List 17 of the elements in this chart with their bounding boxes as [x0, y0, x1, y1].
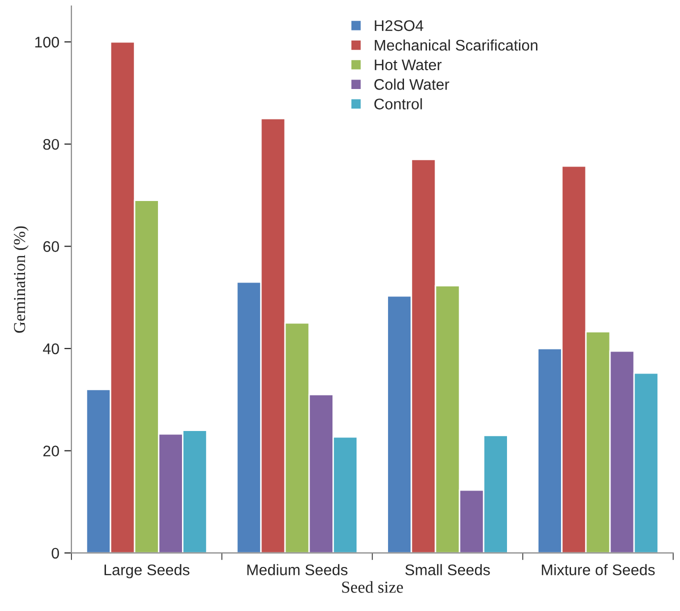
- legend-label: H2SO4: [374, 20, 424, 32]
- legend-label: Hot Water: [374, 60, 442, 70]
- x-axis-title: Seed size: [342, 581, 403, 593]
- y-axis-title: Gemination (%): [13, 226, 29, 333]
- x-tick-label: Medium Seeds: [247, 564, 348, 576]
- legend-label: Mechanical Scarification: [374, 39, 538, 51]
- x-tick-label: Mixture of Seeds: [542, 564, 655, 576]
- y-tick-label: 80: [43, 138, 59, 150]
- x-tick-label: Large Seeds: [104, 564, 190, 578]
- y-tick-label: 20: [43, 446, 59, 456]
- x-tick-label: Small Seeds: [405, 564, 490, 576]
- y-tick-label: 0: [52, 548, 59, 559]
- y-tick-label: 40: [42, 343, 59, 354]
- legend-label: Control: [374, 98, 422, 110]
- y-tick-label: 60: [43, 241, 59, 252]
- legend-label: Cold Water: [374, 78, 450, 90]
- y-tick-label: 100: [35, 36, 59, 48]
